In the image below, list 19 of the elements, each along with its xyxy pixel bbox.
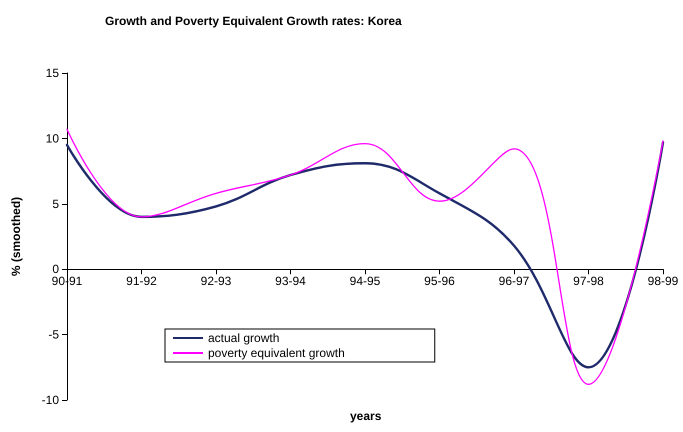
- legend-label: poverty equivalent growth: [208, 346, 345, 360]
- y-tick-label: 5: [52, 196, 60, 211]
- x-axis-title: years: [350, 409, 382, 423]
- y-tick-label: 10: [46, 131, 60, 146]
- x-tick-label: 95-96: [424, 274, 456, 288]
- x-tick-label: 94-95: [350, 274, 381, 288]
- y-tick-label: -10: [42, 393, 60, 407]
- x-tick-label: 97-98: [573, 274, 604, 288]
- x-tick-label: 91-92: [126, 274, 158, 288]
- x-tick-label: 96-97: [498, 274, 530, 288]
- y-tick-label: -5: [48, 328, 60, 342]
- y-tick-label: 0: [52, 262, 60, 276]
- chart-title: Growth and Poverty Equivalent Growth rates: Korea: [105, 14, 402, 28]
- y-axis-title: % (smoothed): [9, 196, 23, 276]
- y-tick-label: 15: [46, 66, 60, 80]
- x-tick-label: 98-99: [648, 274, 679, 288]
- x-tick-label: 92-93: [200, 274, 232, 288]
- x-tick-label: 93-94: [275, 274, 306, 288]
- legend-label: actual growth: [208, 331, 280, 345]
